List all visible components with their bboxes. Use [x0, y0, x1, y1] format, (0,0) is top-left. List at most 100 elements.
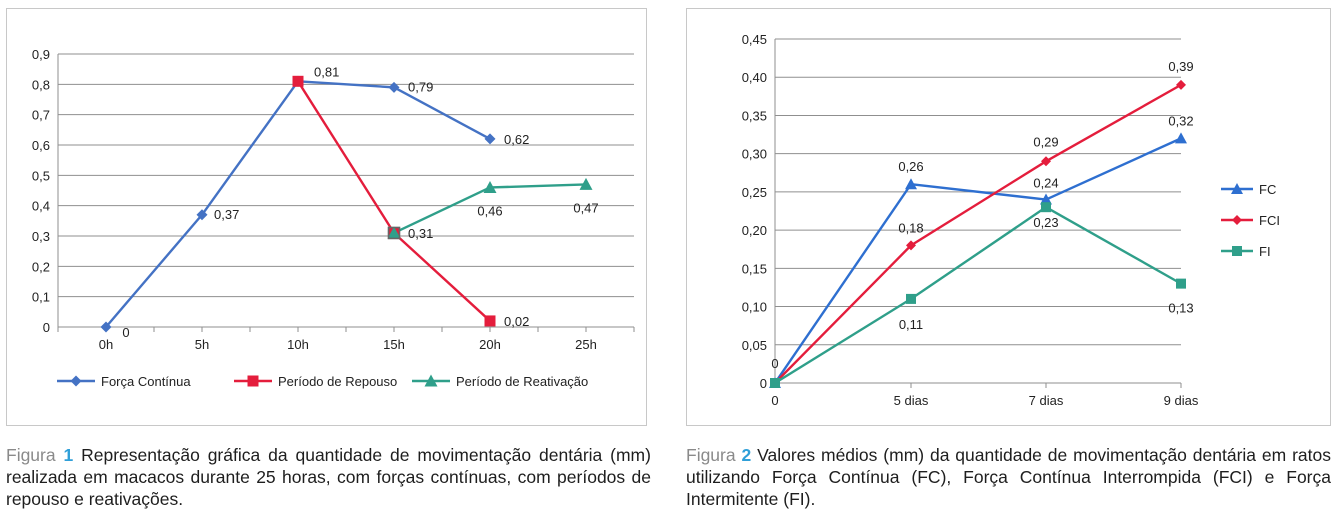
- y-tick-label: 0,4: [32, 199, 50, 214]
- y-tick-label: 0: [760, 376, 767, 391]
- figure-1-line-chart: 0 0,1 0,2 0,3 0,4 0,5 0,6 0,7 0,8 0,9 0h 5h 10h 15h 20…: [32, 47, 635, 389]
- data-label: 0,81: [314, 64, 339, 79]
- legend-swatch-marker: [70, 375, 82, 387]
- series-3-point: [906, 293, 916, 304]
- legend-item-1: Força Contínua: [57, 374, 191, 389]
- legend-label: FC: [1259, 182, 1276, 197]
- figure-2-line-chart: 0 0,05 0,10 0,15 0,20 0,25 0,30 0,35 0,40 0,45 0 5 …: [742, 32, 1280, 408]
- x-tick-label: 9 dias: [1164, 393, 1199, 408]
- legend-label: FCI: [1259, 213, 1280, 228]
- y-tick-label: 0,15: [742, 261, 767, 276]
- data-label: 0,24: [1033, 176, 1058, 191]
- data-label: 0,11: [899, 317, 923, 332]
- series-2-point: [484, 315, 496, 327]
- caption-prefix: Figura: [6, 445, 56, 465]
- series-3-point: [1176, 278, 1186, 289]
- y-tick-label: 0,30: [742, 147, 767, 162]
- legend-swatch-marker: [247, 375, 259, 387]
- data-label: 0,46: [477, 203, 502, 218]
- x-tick-label: 5 dias: [894, 393, 929, 408]
- series-2-point: [292, 75, 304, 87]
- legend-label: Período de Repouso: [278, 374, 397, 389]
- figure-2-chart-panel: 0 0,05 0,10 0,15 0,20 0,25 0,30 0,35 0,40 0,45 0 5 …: [686, 8, 1331, 426]
- x-tick-label: 0: [771, 393, 778, 408]
- caption-number: 1: [63, 445, 74, 465]
- data-label: 0,32: [1168, 113, 1193, 128]
- legend-swatch-marker: [424, 374, 438, 387]
- series-2-point: [1041, 156, 1051, 167]
- caption-text: Representação gráfica da quantidade de m…: [6, 445, 651, 509]
- series-1-point: [100, 321, 112, 333]
- legend-swatch-marker: [1231, 183, 1243, 194]
- x-tick-label: 0h: [99, 337, 113, 352]
- y-tick-label: 0,9: [32, 47, 50, 62]
- series-1-point: [196, 209, 208, 221]
- y-tick-label: 0,25: [742, 185, 767, 200]
- legend-item-3: FI: [1221, 244, 1271, 259]
- caption-text: Valores médios (mm) da quantidade de mov…: [686, 445, 1331, 509]
- legend-label: Força Contínua: [101, 374, 191, 389]
- series-1-point: [905, 178, 917, 190]
- y-tick-label: 0,1: [32, 290, 50, 305]
- series-1-point: [484, 133, 496, 145]
- y-tick-label: 0,6: [32, 138, 50, 153]
- y-tick-label: 0,35: [742, 108, 767, 123]
- legend-swatch-marker: [1232, 215, 1242, 225]
- x-tick-label: 5h: [195, 337, 209, 352]
- series-3-point: [770, 378, 780, 388]
- data-label: 0,79: [408, 79, 433, 94]
- data-label: 0,29: [1033, 134, 1058, 149]
- data-label: 0,13: [1168, 301, 1193, 316]
- series-3-point: [579, 177, 593, 190]
- series-2-point: [906, 240, 916, 251]
- series-1-point: [1175, 132, 1187, 144]
- y-tick-label: 0,10: [742, 300, 767, 315]
- y-tick-label: 0,3: [32, 229, 50, 244]
- y-tick-label: 0,8: [32, 77, 50, 92]
- data-label: 0: [771, 356, 778, 371]
- x-tick-label: 25h: [575, 337, 597, 352]
- y-tick-label: 0,40: [742, 70, 767, 85]
- series-3-point: [387, 226, 401, 239]
- data-label: 0,23: [1033, 215, 1058, 230]
- y-tick-label: 0,7: [32, 108, 50, 123]
- shared-point-outline: [387, 226, 401, 240]
- data-label: 0,47: [573, 200, 598, 215]
- series-line-3: [774, 205, 1182, 385]
- y-tick-label: 0: [43, 320, 50, 335]
- legend-item-2: FCI: [1221, 213, 1280, 228]
- caption-prefix: Figura: [686, 445, 736, 465]
- data-label: 0,02: [504, 314, 529, 329]
- figure-1-chart-panel: 0 0,1 0,2 0,3 0,4 0,5 0,6 0,7 0,8 0,9 0h 5h 10h 15h 20…: [6, 8, 647, 426]
- x-tick-label: 20h: [479, 337, 501, 352]
- y-tick-label: 0,05: [742, 338, 767, 353]
- data-label: 0,31: [408, 226, 433, 241]
- data-label: 0,18: [898, 220, 923, 235]
- y-tick-label: 0,2: [32, 259, 50, 274]
- series-1-point: [388, 81, 400, 93]
- legend-label: FI: [1259, 244, 1271, 259]
- y-tick-label: 0,20: [742, 223, 767, 238]
- series-line-1: [774, 137, 1182, 384]
- legend-item-3: Período de Reativação: [412, 374, 588, 389]
- series-line-1: [105, 80, 491, 328]
- series-1-point: [1040, 193, 1052, 205]
- figure-2-caption: Figura 2 Valores médios (mm) da quantida…: [686, 444, 1331, 510]
- data-label: 0,26: [898, 159, 923, 174]
- legend-item-1: FC: [1221, 182, 1276, 197]
- figure-1-caption: Figura 1 Representação gráfica da quanti…: [6, 444, 651, 510]
- legend-item-2: Período de Repouso: [234, 374, 397, 389]
- data-label: 0: [122, 325, 129, 340]
- y-tick-label: 0,5: [32, 168, 50, 183]
- legend-label: Período de Reativação: [456, 374, 588, 389]
- series-3-point: [1041, 202, 1051, 213]
- x-tick-label: 7 dias: [1029, 393, 1064, 408]
- data-label: 0,37: [214, 207, 239, 222]
- x-tick-label: 15h: [383, 337, 405, 352]
- legend-swatch-marker: [1232, 246, 1242, 256]
- data-label: 0,39: [1168, 59, 1193, 74]
- series-2-point: [1176, 79, 1186, 90]
- caption-number: 2: [741, 445, 752, 465]
- series-3-point: [483, 180, 497, 193]
- data-label: 0,62: [504, 132, 529, 147]
